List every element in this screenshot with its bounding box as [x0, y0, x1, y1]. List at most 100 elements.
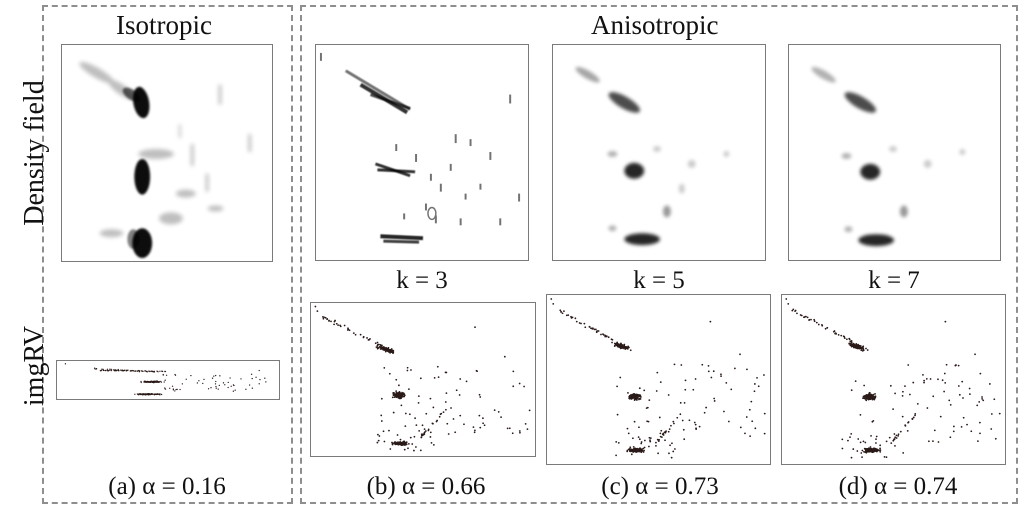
- scatter-dot: [330, 320, 332, 323]
- scatter-dot: [190, 374, 192, 377]
- scatter-dot: [615, 440, 618, 443]
- scatter-dot: [894, 392, 896, 395]
- scatter-dot: [322, 317, 325, 320]
- scatter-dot: [210, 387, 212, 389]
- scatter-dot: [658, 416, 661, 419]
- scatter-dot: [403, 393, 406, 396]
- scatter-dot: [909, 393, 911, 396]
- scatter-dot: [389, 350, 391, 353]
- scatter-dot: [679, 401, 682, 404]
- scatter-dot: [943, 372, 946, 375]
- scatter-dot: [207, 388, 210, 390]
- scatter-dot: [683, 438, 686, 441]
- scatter-dot: [407, 388, 410, 391]
- scatter-dot: [593, 328, 596, 331]
- scatter-dot: [213, 375, 215, 377]
- scatter-dot: [389, 351, 392, 354]
- scatter-dot: [567, 314, 570, 317]
- scatter-dot: [478, 393, 481, 396]
- scatter-dot: [335, 322, 338, 325]
- scatter-dot: [240, 378, 242, 380]
- scatter-dot: [251, 387, 254, 389]
- scatter-dot: [105, 369, 107, 372]
- scatter-dot: [634, 447, 636, 450]
- scatter-dot: [849, 436, 851, 439]
- scatter-dot: [673, 363, 676, 366]
- scatter-dot: [698, 425, 701, 428]
- scatter-dot: [446, 422, 449, 425]
- scatter-dot: [162, 373, 164, 376]
- scatter-dot: [746, 368, 748, 371]
- scatter-dot: [149, 381, 151, 384]
- scatter-dot: [633, 397, 636, 399]
- scatter-dot: [174, 390, 176, 392]
- scatter-dot: [676, 416, 679, 419]
- scatter-dot: [109, 368, 111, 370]
- imgrv-isotropic: [56, 360, 280, 400]
- scatter-dot: [250, 373, 253, 375]
- scatter-dot: [978, 421, 981, 424]
- scatter-dot: [333, 323, 335, 326]
- scatter-dot: [511, 432, 514, 435]
- scatter-dot: [159, 370, 161, 372]
- scatter-dot: [383, 366, 386, 369]
- scatter-dot: [493, 409, 496, 411]
- scatter-dot: [670, 456, 673, 459]
- scatter-dot: [870, 449, 873, 452]
- scatter-dot: [590, 327, 592, 330]
- scatter-dot: [713, 400, 716, 402]
- scatter-dot: [638, 387, 641, 390]
- scatter-dot: [316, 310, 319, 312]
- scatter-dot: [914, 414, 916, 417]
- scatter-dot: [143, 381, 145, 383]
- scatter-dot: [627, 391, 629, 394]
- scatter-dot: [123, 369, 126, 372]
- scatter-dot: [127, 369, 129, 371]
- scatter-dot: [164, 370, 167, 373]
- scatter-dot: [397, 394, 400, 397]
- scatter-dot: [615, 342, 618, 345]
- scatter-dot: [376, 341, 379, 344]
- scatter-dot: [578, 322, 581, 324]
- scatter-dot: [613, 345, 616, 347]
- scatter-dot: [763, 432, 766, 435]
- scatter-dot: [383, 347, 386, 350]
- caption-a: (a) α = 0.16: [108, 473, 226, 500]
- scatter-dot: [388, 429, 390, 432]
- density-k5-plot: [575, 66, 730, 246]
- scatter-dot: [926, 407, 929, 409]
- scatter-dot: [977, 440, 979, 443]
- scatter-dot: [560, 310, 563, 313]
- imgrv-k3: [310, 302, 536, 457]
- scatter-dot: [669, 444, 671, 447]
- scatter-dot: [362, 335, 365, 338]
- scatter-dot: [709, 320, 712, 323]
- scatter-dot: [328, 320, 330, 322]
- scatter-dot: [394, 395, 397, 398]
- scatter-dot: [393, 392, 395, 394]
- scatter-dot: [402, 442, 405, 444]
- scatter-dot: [902, 452, 905, 454]
- scatter-dot: [458, 394, 461, 396]
- scatter-dot: [394, 443, 397, 445]
- scatter-dot: [960, 425, 963, 428]
- scatter-dot: [990, 428, 993, 430]
- scatter-dot: [873, 448, 876, 451]
- scatter-dot: [445, 408, 447, 411]
- scatter-dot: [914, 413, 917, 415]
- scatter-dot: [103, 369, 105, 372]
- scatter-dot: [388, 372, 391, 375]
- density-field-row-label: Density field: [19, 80, 50, 226]
- scatter-dot: [164, 388, 167, 390]
- scatter-dot: [845, 338, 848, 341]
- scatter-dot: [949, 436, 952, 439]
- scatter-dot: [672, 450, 675, 453]
- scatter-dot: [864, 449, 867, 452]
- scatter-dot: [472, 426, 475, 428]
- scatter-dot: [988, 383, 991, 385]
- scatter-dot: [158, 381, 160, 383]
- scatter-dot: [670, 424, 672, 427]
- scatter-dot: [751, 420, 754, 423]
- scatter-dot: [146, 370, 148, 373]
- density-k7-plot: [811, 67, 966, 247]
